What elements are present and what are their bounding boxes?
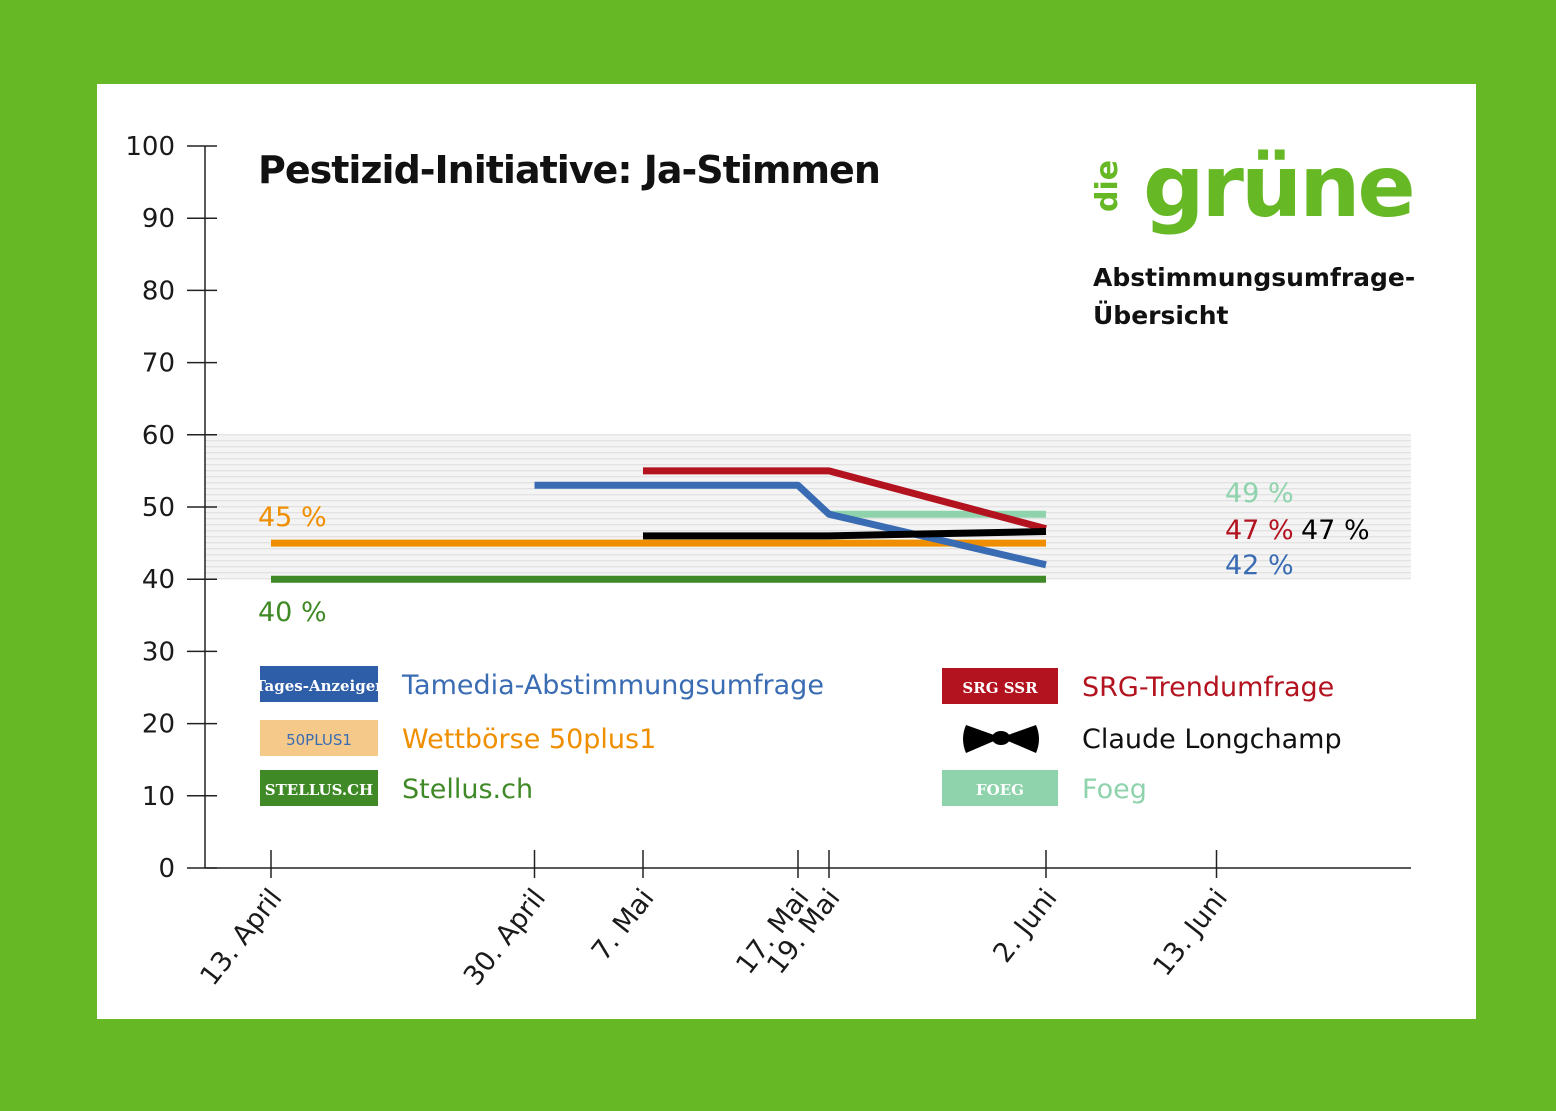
legend-label: SRG-Trendumfrage	[1082, 672, 1334, 703]
series-line	[643, 528, 1047, 540]
logo-gruene: grüne	[1143, 137, 1413, 237]
badge-stellus-ch	[260, 770, 378, 806]
shaded-band	[205, 434, 1411, 580]
y-tick-label: 60	[142, 421, 175, 451]
badge-text: SRG SSR	[962, 679, 1038, 697]
subtitle-line2: Übersicht	[1093, 300, 1229, 330]
chart-title: Pestizid-Initiative: Ja-Stimmen	[258, 148, 880, 192]
start-value-label: 45 %	[258, 502, 327, 533]
bowtie-icon	[963, 725, 994, 753]
series-line	[534, 481, 1047, 569]
legend-item: SRG SSR SRG-Trendumfrage	[942, 668, 1334, 704]
legend-label: Stellus.ch	[402, 774, 533, 805]
y-tick-label: 100	[125, 132, 175, 162]
y-tick-label: 50	[142, 493, 175, 523]
logo-die: die	[1090, 160, 1125, 212]
badge-text: FOEG	[976, 781, 1024, 799]
legend-label: Wettbörse 50plus1	[402, 724, 656, 755]
legend: Tages-Anzeiger Tamedia-Abstimmungsumfrage…	[255, 666, 1342, 806]
y-tick-label: 90	[142, 204, 175, 234]
legend-item: Tages-Anzeiger Tamedia-Abstimmungsumfrage	[255, 666, 824, 702]
legend-item: FOEG Foeg	[942, 770, 1147, 806]
y-tick-label: 10	[142, 782, 175, 812]
end-value-label: 47 %	[1301, 515, 1370, 546]
legend-label: Foeg	[1082, 774, 1147, 805]
badge-text: 50PLUS1	[286, 731, 352, 749]
badge-srg-ssr	[942, 668, 1058, 704]
legend-label: Claude Longchamp	[1082, 724, 1342, 755]
start-value-label: 40 %	[258, 597, 327, 628]
bowtie-icon	[1008, 725, 1039, 753]
legend-label: Tamedia-Abstimmungsumfrage	[401, 670, 824, 701]
end-value-label: 42 %	[1225, 550, 1294, 581]
x-tick-label: 2. Juni	[987, 883, 1063, 968]
end-value-label: 49 %	[1225, 478, 1294, 509]
badge-tages-anzeiger	[260, 666, 378, 702]
badge-text: STELLUS.CH	[265, 781, 373, 799]
x-tick-label: 30. April	[458, 883, 552, 991]
chart-card: 100 90 80 70 60 50 40 30 20 10 0 13. April 30. April…	[97, 84, 1476, 1019]
bowtie-knot	[992, 731, 1010, 745]
x-tick-label: 7. Mai	[586, 883, 661, 966]
y-tick-label: 30	[142, 637, 175, 667]
x-tick-label: 13. Juni	[1147, 883, 1234, 982]
y-tick-label: 80	[142, 276, 175, 306]
end-value-label: 47 %	[1225, 515, 1294, 546]
legend-item: Claude Longchamp	[963, 724, 1342, 755]
badge-50plus1	[260, 720, 378, 756]
legend-item: 50PLUS1 Wettbörse 50plus1	[260, 720, 656, 756]
value-labels: 42 %47 % 47 %49 %45 %40 %	[258, 478, 1370, 628]
y-tick-label: 40	[142, 565, 175, 595]
series-line	[643, 467, 1047, 533]
series-lines	[271, 467, 1047, 583]
legend-item: STELLUS.CH Stellus.ch	[260, 770, 533, 806]
x-tick-label: 13. April	[194, 883, 288, 991]
subtitle-line1: Abstimmungsumfrage-	[1093, 263, 1415, 292]
y-tick-label: 20	[142, 710, 175, 740]
y-tick-label: 70	[142, 349, 175, 379]
y-tick-label: 0	[158, 854, 175, 884]
badge-foeg	[942, 770, 1058, 806]
badge-text: Tages-Anzeiger	[255, 677, 384, 695]
